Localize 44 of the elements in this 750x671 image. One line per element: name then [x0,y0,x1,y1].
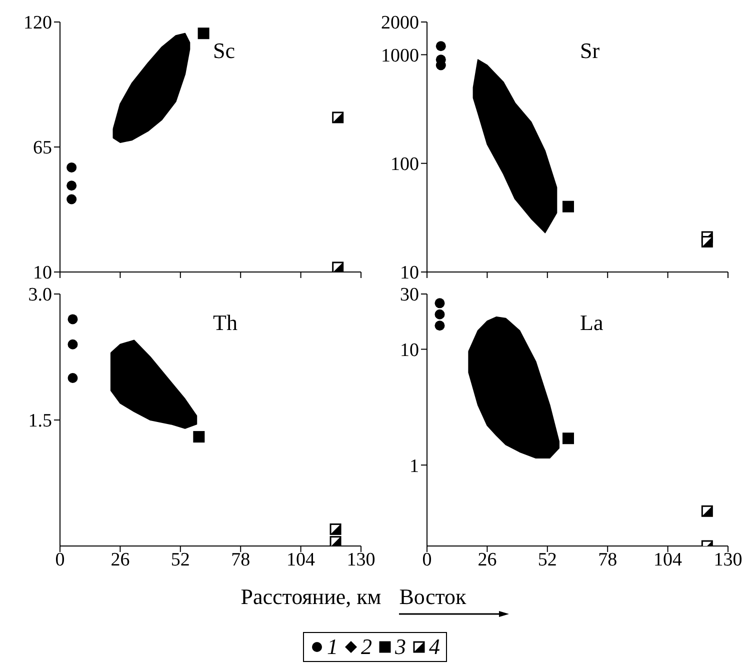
text: Восток [399,584,468,610]
point [66,180,77,191]
point [434,309,445,320]
point [68,314,78,324]
x-tick-label: 0 [55,549,65,570]
y-tick-label: 100 [390,154,419,176]
point [434,320,445,331]
x-tick-label: 104 [286,549,316,570]
text: La [580,310,604,336]
x-tick-label: 0 [422,549,432,570]
y-tick-label: 1000 [381,45,419,66]
x-tick-label: 78 [598,549,618,570]
x-tick-label: 52 [538,549,557,570]
y-tick-label: 10 [400,340,419,361]
y-tick-label: 10 [400,262,419,284]
point [68,339,78,350]
legend-label: 1 [327,634,338,660]
x-tick-label: 130 [714,549,742,570]
point [434,298,445,308]
y-tick-label: 10 [33,262,52,284]
text: Th [213,310,238,336]
y-tick-label: 1 [410,456,419,477]
legend-label: 2 [361,634,372,660]
x-tick-label: 130 [346,549,376,570]
x-tick-label: 26 [110,549,130,570]
point [68,373,78,383]
point [436,41,446,52]
x-tick-label: 78 [231,549,250,570]
x-tick-label: 52 [170,549,190,570]
legend-label: 4 [429,634,440,660]
x-axis-title: Расстояние, км [240,584,382,610]
y-tick-label: 1.5 [28,410,52,432]
point [66,194,77,204]
x-tick-label: 26 [478,549,497,570]
text: Sc [213,38,235,64]
y-tick-label: 2000 [381,12,419,34]
legend-label: 3 [395,634,406,660]
x-tick-label: 104 [654,549,683,570]
text: Sr [580,38,600,64]
y-tick-label: 3.0 [28,284,52,306]
y-tick-label: 120 [24,12,52,34]
y-tick-label: 65 [33,138,52,159]
point [66,162,77,172]
y-tick-label: 30 [400,284,419,306]
